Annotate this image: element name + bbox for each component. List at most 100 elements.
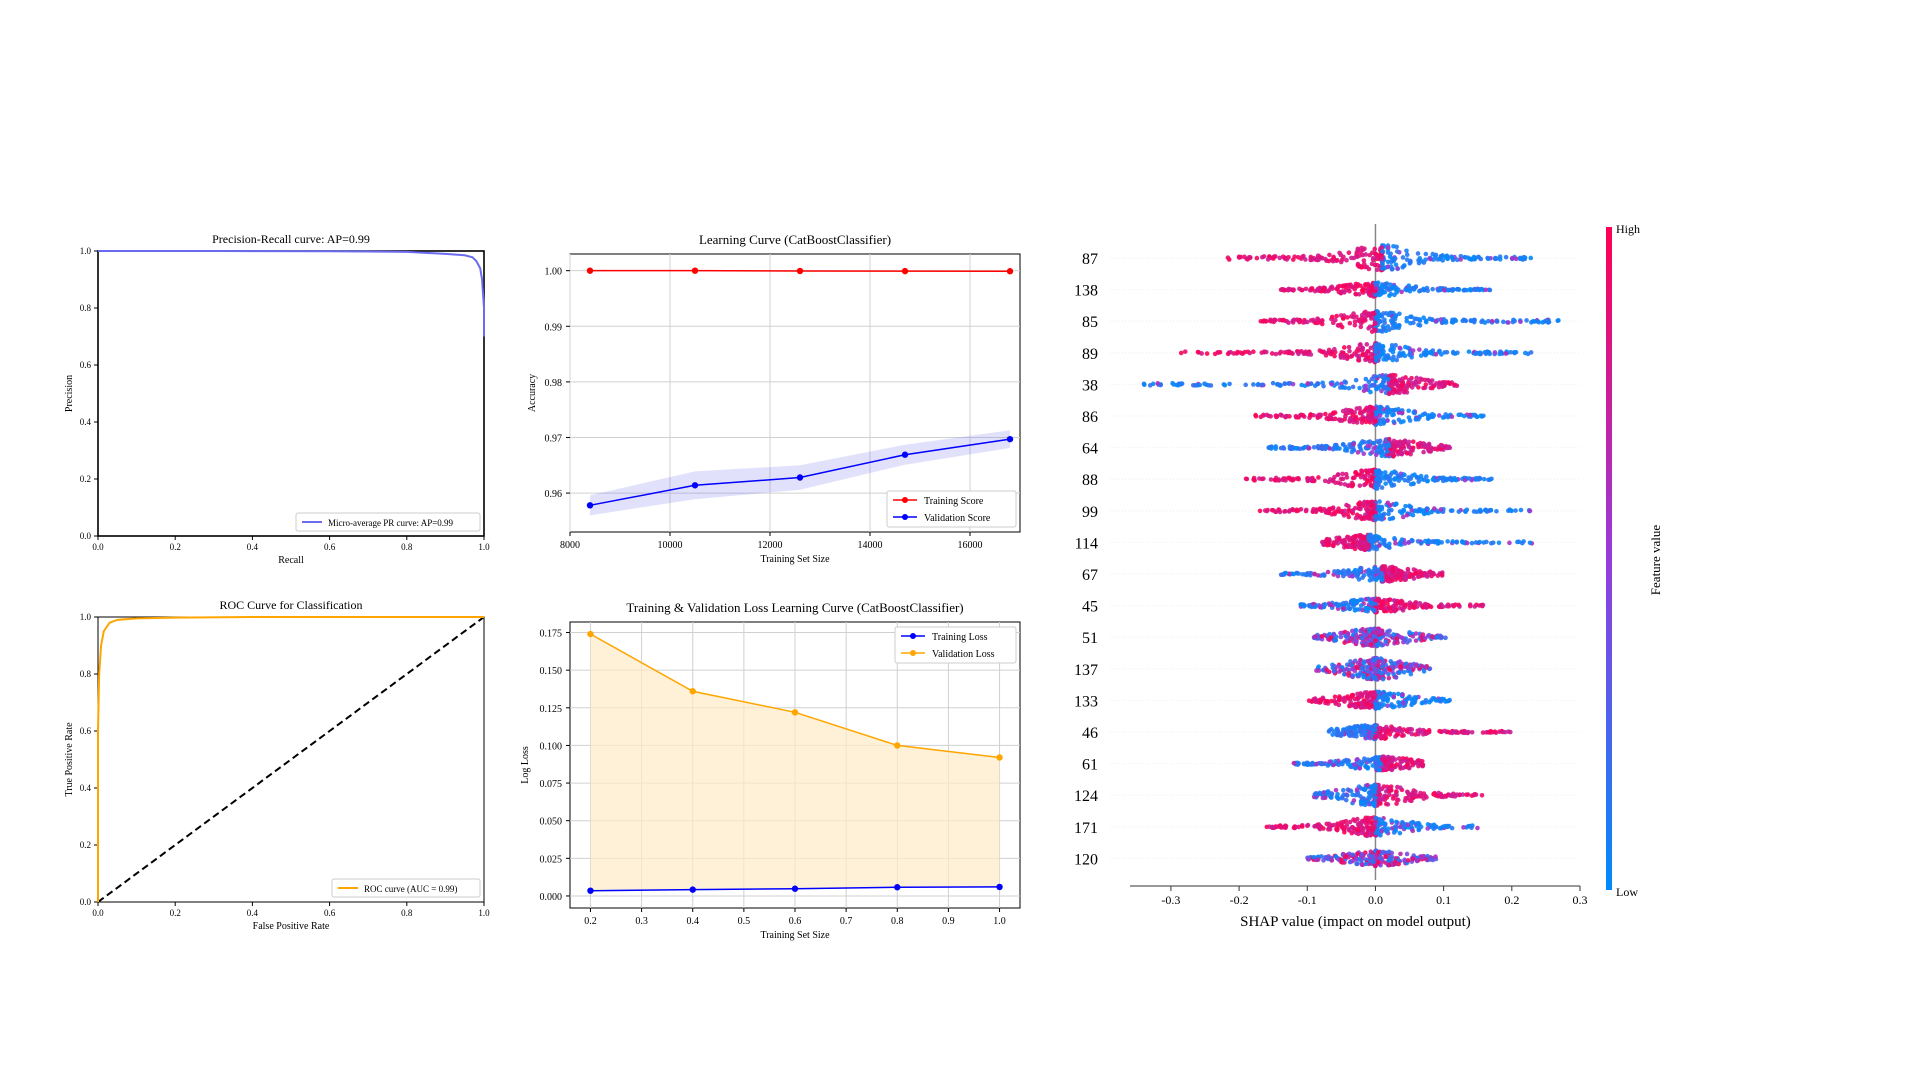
shap-point	[1468, 318, 1474, 323]
shap-point	[1293, 445, 1298, 451]
shap-point	[1359, 800, 1364, 806]
shap-point	[1282, 509, 1287, 514]
shap-point	[1385, 376, 1391, 382]
shap-point	[1337, 602, 1342, 607]
shap-feature-label: 64	[1082, 441, 1098, 458]
shap-point	[1344, 446, 1349, 452]
shap-point	[1417, 317, 1422, 322]
shap-point	[1374, 354, 1380, 360]
shap-point	[1202, 381, 1207, 387]
shap-point	[1235, 349, 1240, 355]
shap-point	[1449, 255, 1455, 260]
loss-ytick-label: 0.025	[540, 854, 563, 865]
loss-title: Training & Validation Loss Learning Curv…	[626, 600, 963, 615]
shap-point	[1410, 481, 1416, 486]
shap-point	[1356, 317, 1361, 323]
shap-point	[1215, 350, 1221, 355]
shap-point	[1394, 732, 1400, 738]
shap-point	[1457, 792, 1463, 798]
shap-point	[1338, 259, 1344, 265]
shap-point	[1399, 351, 1405, 357]
shap-point	[1302, 319, 1308, 325]
shap-point	[1373, 358, 1379, 363]
shap-point	[1394, 636, 1400, 642]
shap-point	[1334, 313, 1339, 319]
shap-point	[1335, 472, 1341, 478]
shap-point	[1411, 605, 1416, 610]
shap-point	[1409, 314, 1414, 320]
shap-point	[1348, 408, 1354, 414]
loss-xtick-label: 0.4	[686, 916, 699, 927]
shap-point	[1253, 413, 1259, 419]
shap-point	[1307, 476, 1313, 482]
shap-point	[1347, 418, 1353, 424]
shap-point	[1328, 635, 1334, 640]
shap-point	[1377, 444, 1383, 450]
shap-point	[1273, 351, 1279, 357]
shap-point	[1427, 256, 1432, 261]
shap-point	[1476, 476, 1481, 482]
shap-point	[1365, 545, 1370, 551]
shap-point	[1410, 634, 1416, 639]
shap-point	[1340, 442, 1346, 447]
pr-ytick-label: 0.2	[80, 474, 91, 484]
shap-point	[1353, 731, 1359, 737]
roc-xtick-label: 1.0	[478, 908, 490, 918]
shap-point	[1365, 757, 1371, 762]
shap-point	[1382, 289, 1388, 295]
shap-point	[1355, 792, 1360, 798]
shap-point	[1363, 387, 1369, 392]
shap-point	[1377, 659, 1382, 664]
loss-xtick-label: 0.8	[891, 916, 904, 927]
shap-point	[1367, 629, 1372, 634]
shap-point	[1322, 478, 1328, 484]
shap-point	[1333, 787, 1339, 793]
shap-point	[1409, 757, 1414, 763]
shap-point	[1362, 787, 1367, 793]
shap-point	[1390, 516, 1395, 521]
shap-point	[1492, 350, 1498, 355]
shap-point	[1404, 248, 1409, 254]
shap-point	[1381, 784, 1387, 789]
shap-point	[1365, 354, 1371, 360]
shap-point	[1379, 245, 1385, 250]
shap-point	[1389, 267, 1395, 272]
shap-point	[1432, 506, 1437, 511]
shap-point	[1352, 322, 1358, 328]
shap-point	[1338, 634, 1344, 640]
shap-point	[1271, 256, 1276, 261]
shap-point	[1429, 539, 1434, 545]
loss-training-point	[587, 887, 594, 894]
shap-point	[1261, 349, 1267, 354]
shap-point	[1421, 449, 1426, 455]
shap-point	[1407, 765, 1412, 770]
shap-point	[1440, 415, 1446, 420]
shap-point	[1391, 354, 1396, 360]
shap-point	[1350, 412, 1356, 418]
shap-point	[1413, 663, 1419, 669]
shap-point	[1407, 261, 1413, 266]
shap-point	[1436, 413, 1442, 418]
shap-point	[1379, 388, 1384, 394]
shap-point	[1364, 342, 1370, 347]
shap-point	[1398, 570, 1403, 576]
lc-legend-training-label: Training Score	[924, 496, 984, 507]
shap-point	[1365, 499, 1370, 505]
shap-point	[1381, 693, 1386, 698]
shap-point	[1375, 309, 1380, 314]
shap-point	[1535, 318, 1541, 324]
shap-point	[1365, 659, 1370, 664]
shap-point	[1425, 288, 1430, 294]
shap-point	[1405, 727, 1411, 732]
shap-point	[1492, 255, 1498, 261]
shap-point	[1363, 419, 1369, 425]
shap-point	[1347, 348, 1352, 354]
shap-point	[1369, 261, 1375, 267]
shap-point	[1366, 379, 1372, 385]
shap-point	[1390, 319, 1395, 324]
shap-point	[1372, 328, 1377, 333]
shap-point	[1325, 569, 1331, 575]
shap-point	[1387, 633, 1392, 638]
shap-point	[1492, 729, 1498, 735]
